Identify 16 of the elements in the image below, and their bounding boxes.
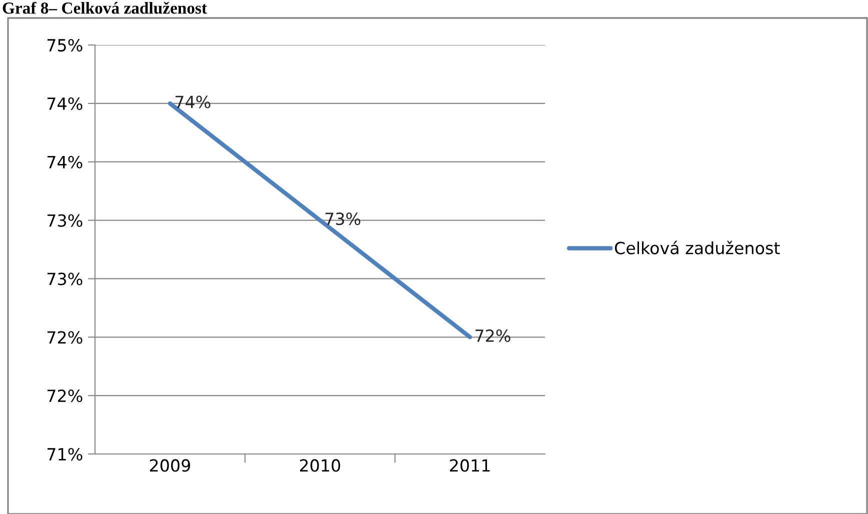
y-tick-label: 71% [48, 448, 82, 461]
legend-label: Celková zaduženost [614, 240, 780, 254]
y-tick-label: 73% [48, 272, 82, 286]
y-tick-label: 72% [48, 390, 82, 402]
y-tick-label: 75% [48, 38, 82, 52]
data-label: 74% [176, 96, 210, 108]
chart-title: Graf 8– Celková zadluženost [2, 2, 208, 14]
x-tick-label: 2010 [300, 459, 340, 472]
data-label: 73% [326, 212, 360, 226]
data-label: 72% [476, 329, 510, 342]
x-tick-label: 2011 [450, 459, 490, 472]
y-tick-label: 74% [48, 97, 82, 110]
y-tick-label: 73% [48, 214, 82, 227]
y-tick-label: 72% [48, 331, 82, 344]
y-tick-label: 74% [48, 156, 82, 168]
x-tick-label: 2009 [150, 459, 190, 472]
